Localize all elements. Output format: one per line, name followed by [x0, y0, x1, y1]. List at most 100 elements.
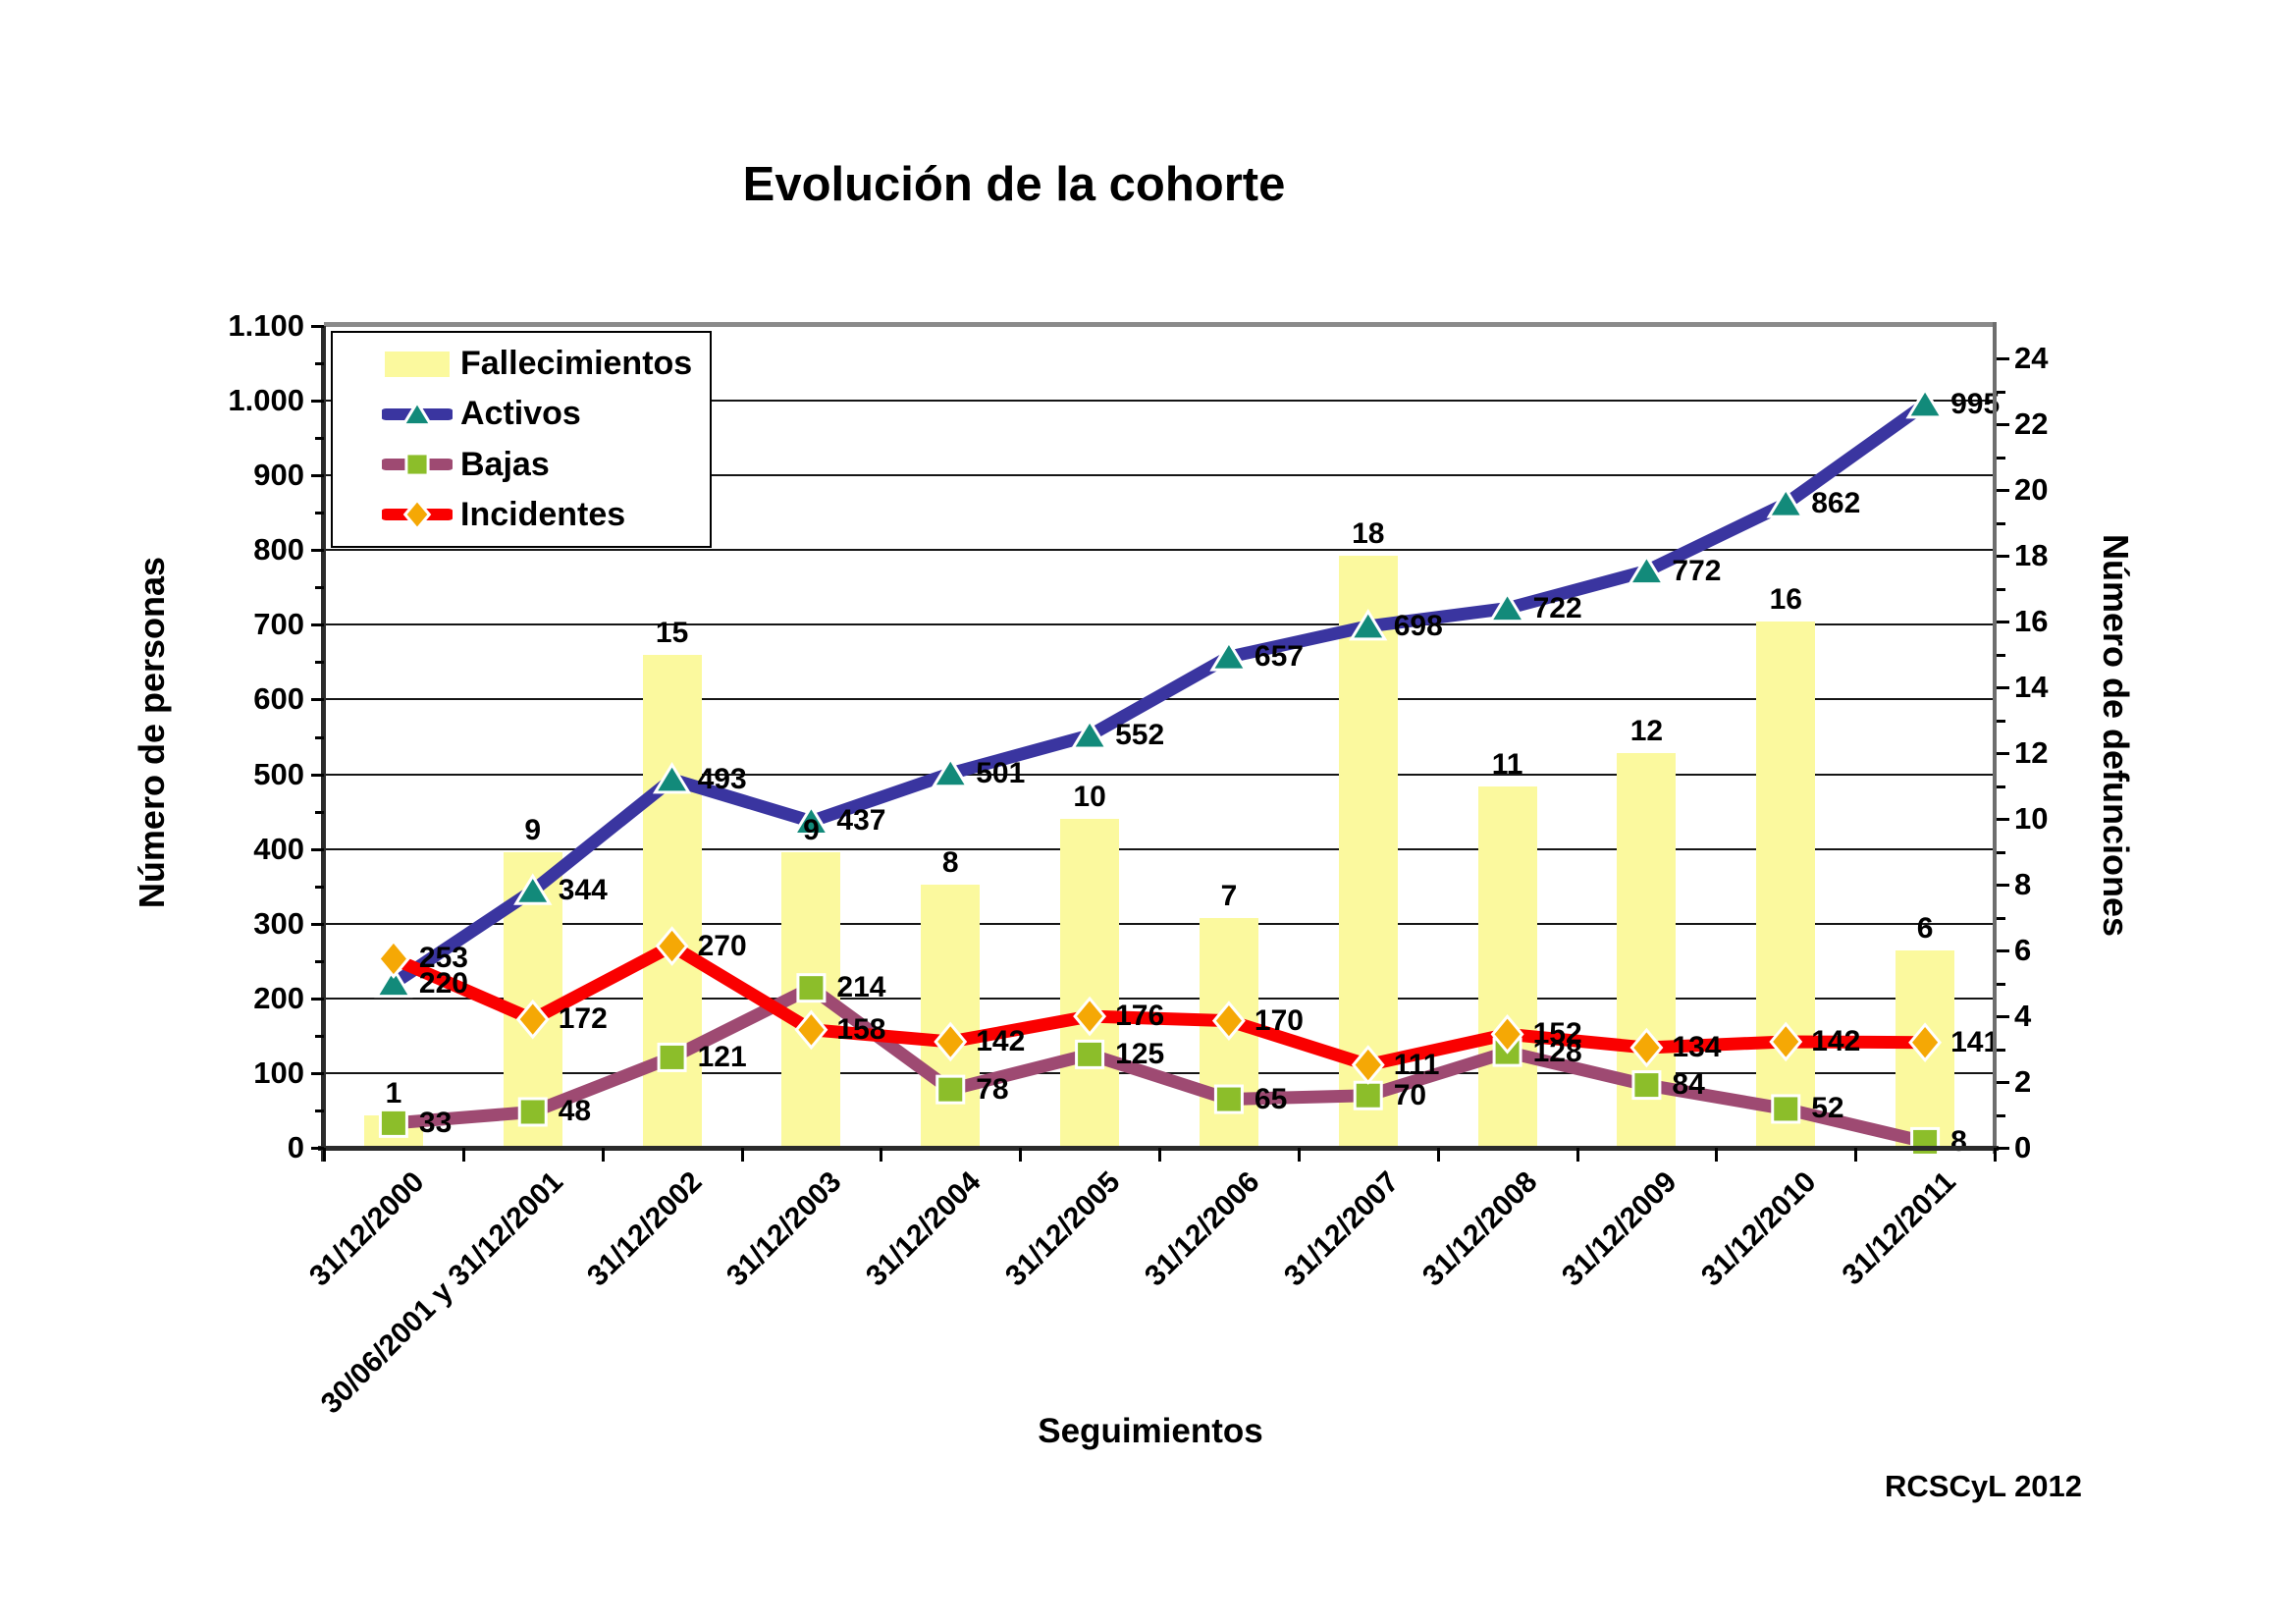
x-axis-tick — [1297, 1148, 1301, 1162]
right-axis-tick-label: 24 — [2014, 341, 2049, 376]
bajas-point-label: 33 — [418, 1106, 453, 1139]
left-axis-tick — [315, 661, 324, 665]
plot-area — [324, 326, 1995, 1157]
x-axis-category-label: 31/12/2004 — [860, 1165, 988, 1293]
incidentes-point-label: 253 — [418, 942, 468, 975]
incidentes-diamond-marker — [794, 1009, 828, 1051]
left-axis-tick — [311, 325, 324, 328]
incidentes-diamond-marker — [515, 999, 550, 1040]
activos-point-label: 437 — [836, 804, 886, 838]
incidentes-line — [387, 940, 1932, 1072]
activos-triangle-marker — [652, 761, 692, 794]
bajas-swatch-shape — [404, 452, 430, 477]
left-axis-tick-label: 900 — [253, 458, 304, 493]
bajas-square-marker — [1910, 1126, 1941, 1157]
bajas-point-label: 70 — [1393, 1078, 1427, 1111]
left-axis-tick — [315, 1034, 324, 1038]
bajas-point-label: 121 — [697, 1040, 747, 1073]
gridline — [324, 847, 1995, 850]
x-axis-category-label: 31/12/2011 — [1836, 1165, 1962, 1292]
bajas-line-square-swatch-icon — [382, 452, 453, 477]
bajas-square-marker — [796, 973, 827, 1003]
incidentes-point-label: 141 — [1950, 1025, 2001, 1058]
legend-item-bajas: Bajas — [382, 446, 710, 484]
x-axis-tick — [1158, 1148, 1161, 1162]
right-axis-tick-label: 18 — [2014, 538, 2049, 573]
fallecimientos-bar-label: 11 — [1491, 747, 1523, 781]
x-axis-tick — [1854, 1148, 1858, 1162]
left-axis-tick — [311, 1147, 324, 1150]
activos-triangle-marker — [1349, 608, 1388, 641]
x-axis-category-label: 30/06/2001 y 31/12/2001 — [314, 1165, 570, 1421]
fallecimientos-bar-label: 16 — [1769, 583, 1802, 617]
activos-triangle-marker — [513, 873, 553, 905]
left-axis-tick-label: 1.100 — [228, 308, 304, 343]
left-axis-tick — [315, 959, 324, 963]
left-axis-line — [321, 326, 326, 1162]
activos-triangle-marker — [374, 965, 413, 999]
activos-point-label: 995 — [1950, 387, 2001, 420]
left-axis-tick — [315, 437, 324, 441]
right-axis-tick — [1997, 785, 2005, 788]
incidentes-point-label: 134 — [1672, 1031, 1722, 1064]
x-axis-category-label: 31/12/2002 — [581, 1165, 709, 1293]
left-axis-tick-label: 200 — [253, 980, 304, 1015]
incidentes-point-label: 176 — [1115, 1000, 1165, 1033]
incidentes-diamond-marker — [1490, 1013, 1524, 1055]
activos-triangle-marker — [1209, 639, 1249, 672]
left-axis-tick — [315, 885, 324, 889]
x-axis-category-label: 31/12/2003 — [721, 1165, 848, 1293]
incidentes-point-label: 142 — [976, 1024, 1026, 1057]
activos-point-label: 657 — [1254, 640, 1304, 674]
incidentes-point-label: 158 — [836, 1012, 886, 1046]
x-axis-category-label: 31/12/2007 — [1277, 1165, 1406, 1293]
incidentes-diamond-marker — [1769, 1021, 1803, 1062]
line-series-layer — [374, 387, 1945, 1157]
right-axis-tick — [1997, 916, 2005, 920]
x-axis-category-label: 31/12/2010 — [1695, 1165, 1823, 1293]
right-axis-tick — [1997, 719, 2005, 723]
incidentes-point-label: 142 — [1811, 1024, 1861, 1057]
right-axis-tick-label: 4 — [2014, 999, 2032, 1034]
incidentes-point-label: 270 — [697, 929, 747, 962]
right-axis-tick — [1997, 621, 2009, 624]
x-axis-tick — [601, 1148, 605, 1162]
activos-point-label: 552 — [1115, 718, 1165, 751]
right-axis-tick — [1997, 982, 2005, 986]
x-axis-tick — [1715, 1148, 1719, 1162]
right-axis-tick — [1997, 949, 2009, 953]
legend-label-activos: Activos — [460, 395, 581, 433]
x-axis-title: Seguimientos — [1038, 1412, 1263, 1450]
right-axis-tick-label: 20 — [2014, 472, 2049, 508]
right-axis-tick — [1997, 1048, 2005, 1052]
right-axis-tick — [1997, 456, 2005, 460]
left-axis-tick — [311, 474, 324, 478]
incidentes-point-label: 170 — [1254, 1003, 1304, 1037]
left-axis-tick — [311, 698, 324, 702]
left-axis-tick — [315, 1109, 324, 1112]
left-axis-tick — [311, 997, 324, 1001]
right-axis-tick — [1997, 357, 2009, 361]
gridline — [324, 773, 1995, 776]
bajas-square-marker — [1353, 1080, 1383, 1110]
bajas-point-label: 48 — [558, 1095, 592, 1128]
left-axis-tick-label: 0 — [287, 1130, 304, 1164]
bajas-point-label: 65 — [1254, 1082, 1288, 1115]
watermark: RCSCyL 2012 — [1885, 1469, 2083, 1503]
left-axis-tick-label: 1.000 — [228, 383, 304, 418]
left-axis-tick — [311, 847, 324, 851]
right-axis-tick — [1997, 1015, 2009, 1019]
bajas-point-label: 8 — [1950, 1124, 1967, 1158]
bajas-square-marker — [1213, 1084, 1244, 1114]
incidentes-point-label: 172 — [558, 1002, 608, 1036]
right-axis-tick — [1997, 587, 2005, 591]
activos-point-label: 344 — [558, 874, 608, 907]
activos-triangle-marker — [1766, 486, 1805, 518]
chart-title: Evolución de la cohorte — [742, 158, 1286, 211]
right-axis-line — [1993, 322, 1997, 1154]
left-axis-title: Número de personas — [132, 556, 172, 909]
left-axis-tick-label: 600 — [253, 681, 304, 717]
bajas-point-label: 128 — [1532, 1035, 1582, 1068]
right-axis-tick-label: 12 — [2014, 735, 2049, 771]
